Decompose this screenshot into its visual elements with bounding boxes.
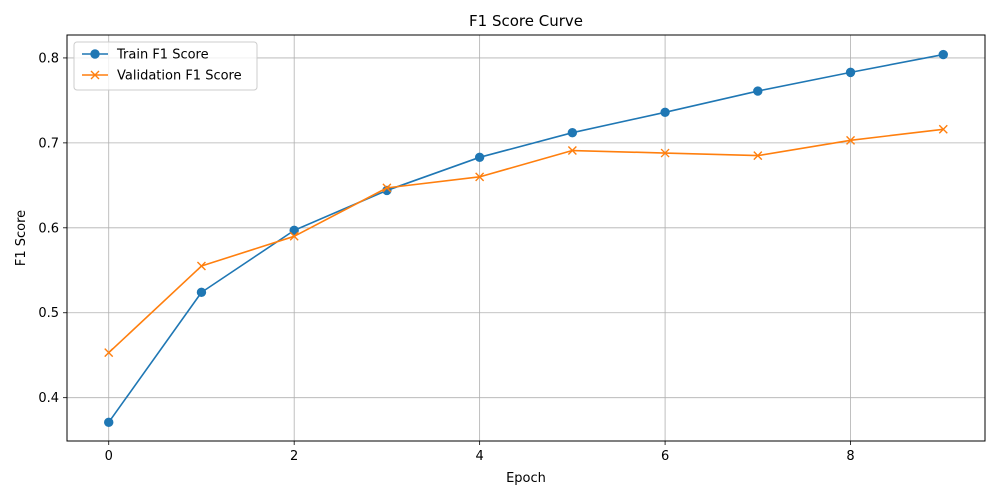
data-point (104, 417, 114, 428)
data-point (753, 86, 763, 96)
data-point (104, 348, 114, 358)
grid (67, 35, 985, 441)
data-point (289, 225, 299, 236)
data-point (846, 135, 856, 145)
y-axis-label: F1 Score (14, 210, 29, 266)
data-point (196, 261, 206, 271)
data-point (660, 107, 670, 117)
data-point (660, 148, 670, 158)
legend-entries: Train F1 Score Validation F1 Score (82, 48, 242, 84)
data-point (567, 146, 577, 156)
data-point (475, 172, 485, 182)
y-tick-label: 0.4 (38, 391, 59, 406)
axis-ticks: 0 2 4 6 8 0.4 0.5 0.6 0.7 0.8 (38, 51, 854, 464)
data-point (196, 287, 207, 298)
x-tick-label: 2 (290, 449, 298, 464)
series-line (108, 128, 944, 354)
y-tick-label: 0.8 (38, 51, 59, 66)
plot-frame (66, 34, 986, 442)
y-tick-label: 0.6 (38, 221, 59, 236)
series-layer (104, 49, 948, 428)
legend-entry: Validation F1 Score (82, 69, 242, 84)
data-point (938, 124, 948, 134)
x-tick-label: 4 (475, 449, 483, 464)
x-tick-label: 0 (105, 449, 113, 464)
legend-label: Train F1 Score (116, 48, 209, 63)
y-tick-label: 0.5 (38, 306, 59, 321)
y-tick-label: 0.7 (38, 136, 59, 151)
data-point (845, 67, 856, 78)
data-point (567, 127, 578, 138)
x-tick-label: 8 (846, 449, 854, 464)
legend-label: Validation F1 Score (117, 69, 242, 84)
series-train (104, 49, 948, 428)
legend-entry: Train F1 Score (82, 48, 209, 63)
legend-marker (90, 70, 100, 80)
data-point (382, 183, 392, 193)
legend-marker (90, 49, 100, 59)
chart-title: F1 Score Curve (469, 12, 583, 30)
data-point (753, 151, 763, 161)
series-line (108, 53, 944, 423)
data-point (938, 49, 948, 60)
data-point (474, 152, 485, 163)
data-point (289, 231, 299, 241)
series-validation (104, 124, 948, 358)
x-tick-label: 6 (661, 449, 669, 464)
legend: Train F1 Score Validation F1 Score (73, 41, 258, 91)
legend-box (73, 41, 258, 91)
x-axis-label: Epoch (506, 471, 546, 486)
